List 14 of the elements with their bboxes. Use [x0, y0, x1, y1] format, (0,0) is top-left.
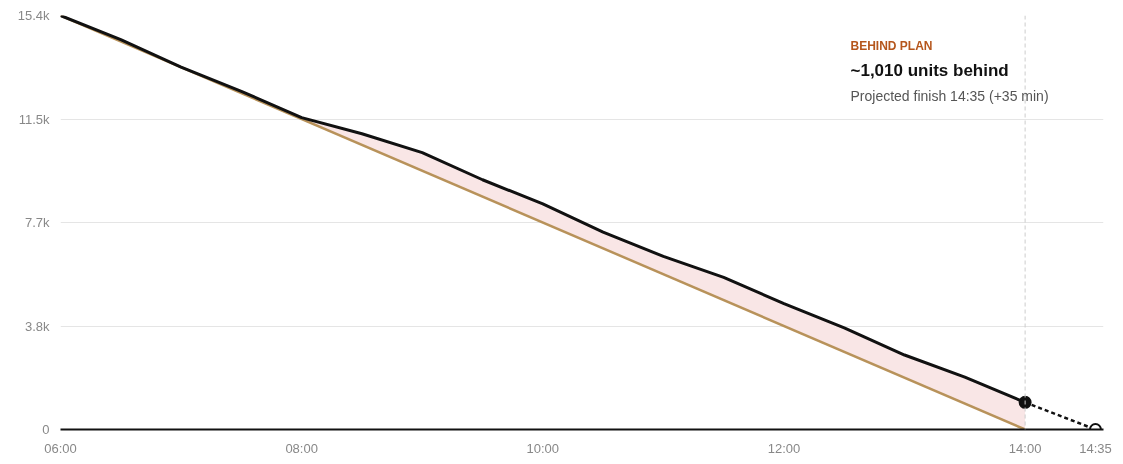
y-tick-label: 0	[42, 422, 50, 437]
annotation: BEHIND PLAN	[850, 38, 933, 53]
y-tick-label: 15.4k	[17, 8, 50, 23]
x-tick-label: 14:00	[1008, 440, 1042, 456]
annotation: Projected finish 14:35 (+35 min)	[850, 87, 1049, 104]
annotation: ~1,010 units behind	[850, 60, 1009, 80]
x-tick-label: 10:00	[526, 440, 560, 456]
y-tick-label: 3.8k	[24, 318, 50, 334]
x-tick-label: 06:00	[44, 440, 77, 456]
y-tick-label: 11.5k	[18, 111, 50, 127]
x-tick-label: 14:35	[1079, 440, 1112, 456]
y-tick-label: 7.7k	[24, 215, 50, 230]
x-tick-label: 12:00	[767, 440, 801, 456]
x-tick-label: 08:00	[285, 440, 318, 456]
